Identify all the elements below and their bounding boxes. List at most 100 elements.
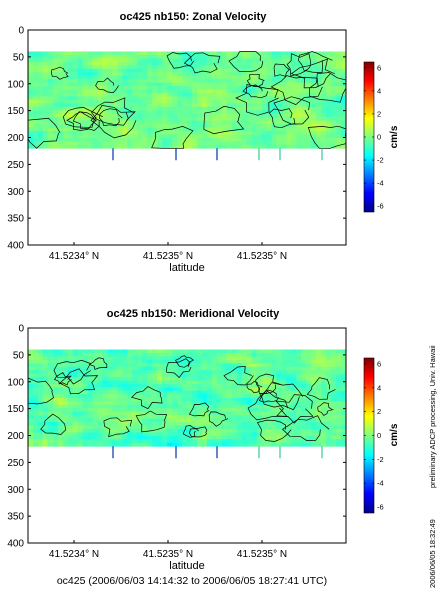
heat-cell bbox=[117, 54, 123, 59]
heat-cell bbox=[92, 408, 98, 413]
heat-cell bbox=[82, 352, 89, 357]
heat-cell bbox=[256, 103, 262, 108]
heat-cell bbox=[341, 370, 347, 375]
heat-cell bbox=[241, 366, 248, 371]
heat-cell bbox=[177, 442, 183, 447]
heat-cell bbox=[231, 75, 238, 80]
heat-cell bbox=[191, 65, 198, 70]
heat-cell bbox=[147, 418, 153, 423]
heat-cell bbox=[152, 352, 158, 357]
heat-cell bbox=[191, 99, 198, 104]
heat-cell bbox=[132, 89, 138, 94]
heat-cell bbox=[47, 387, 54, 392]
heat-cell bbox=[72, 54, 79, 59]
heat-cell bbox=[52, 103, 59, 108]
heat-cell bbox=[216, 113, 223, 118]
heat-cell bbox=[152, 72, 158, 77]
heat-cell bbox=[246, 99, 252, 104]
heat-cell bbox=[191, 411, 198, 416]
heat-cell bbox=[196, 352, 203, 357]
heat-cell bbox=[42, 401, 49, 406]
heat-cell bbox=[72, 68, 79, 73]
heat-cell bbox=[72, 72, 79, 77]
heat-cell bbox=[107, 359, 113, 364]
heat-cell bbox=[341, 425, 347, 430]
heat-cell bbox=[331, 352, 337, 357]
heat-cell bbox=[316, 86, 322, 90]
heat-cell bbox=[57, 373, 64, 378]
heat-cell bbox=[157, 58, 163, 63]
heat-cell bbox=[97, 422, 103, 426]
heat-cell bbox=[47, 349, 54, 354]
heat-cell bbox=[336, 370, 342, 375]
heat-cell bbox=[167, 384, 173, 388]
heat-cell bbox=[246, 359, 252, 364]
heat-cell bbox=[42, 89, 49, 94]
heat-cell bbox=[57, 127, 64, 132]
heat-cell bbox=[261, 75, 267, 80]
heat-cell bbox=[112, 359, 118, 364]
heat-cell bbox=[28, 359, 34, 364]
heat-cell bbox=[187, 68, 193, 73]
heat-cell bbox=[206, 439, 213, 444]
heat-cell bbox=[187, 370, 193, 375]
heat-cell bbox=[226, 390, 233, 395]
heat-cell bbox=[182, 89, 188, 94]
heat-cell bbox=[97, 58, 103, 63]
heat-cell bbox=[301, 401, 307, 406]
heat-cell bbox=[122, 439, 128, 444]
heat-cell bbox=[37, 134, 44, 139]
heat-cell bbox=[226, 442, 233, 447]
heat-cell bbox=[172, 366, 178, 371]
heat-cell bbox=[177, 390, 183, 395]
heat-cell bbox=[147, 99, 153, 104]
heat-cell bbox=[256, 380, 262, 385]
heat-cell bbox=[251, 82, 257, 87]
heat-cell bbox=[137, 96, 143, 101]
heat-cell bbox=[236, 425, 243, 430]
heat-cell bbox=[87, 432, 93, 437]
heat-cell bbox=[206, 363, 213, 368]
heat-cell bbox=[191, 86, 198, 90]
heat-cell bbox=[206, 422, 213, 426]
heat-cell bbox=[311, 439, 317, 444]
heat-cell bbox=[152, 370, 158, 375]
heat-cell bbox=[172, 72, 178, 77]
heat-cell bbox=[157, 415, 163, 420]
heat-cell bbox=[147, 68, 153, 73]
heat-cell bbox=[122, 141, 128, 146]
heat-cell bbox=[132, 113, 138, 118]
heat-cell bbox=[172, 106, 178, 111]
heat-cell bbox=[191, 373, 198, 378]
contour-line bbox=[40, 413, 67, 435]
heat-cell bbox=[32, 411, 39, 416]
heat-cell bbox=[201, 439, 208, 444]
contour-line bbox=[297, 51, 333, 74]
heat-cell bbox=[301, 134, 307, 139]
heat-cell bbox=[32, 404, 39, 409]
heat-cell bbox=[216, 425, 223, 430]
heat-cell bbox=[117, 415, 123, 420]
heat-cell bbox=[341, 439, 347, 444]
heat-cell bbox=[92, 51, 98, 56]
heat-cell bbox=[62, 442, 69, 447]
heat-cell bbox=[107, 134, 113, 139]
heat-cell bbox=[37, 127, 44, 132]
heat-cell bbox=[157, 428, 163, 433]
heat-cell bbox=[122, 432, 128, 437]
heat-cell bbox=[187, 415, 193, 420]
heat-cell bbox=[306, 349, 312, 354]
heat-cell bbox=[167, 96, 173, 101]
heat-cell bbox=[177, 384, 183, 388]
heat-cell bbox=[226, 144, 233, 149]
heat-cell bbox=[221, 113, 228, 118]
heat-cell bbox=[112, 390, 118, 395]
heat-cell bbox=[177, 370, 183, 375]
heat-cell bbox=[266, 120, 272, 125]
heat-cell bbox=[82, 124, 89, 128]
heat-cell bbox=[142, 65, 148, 70]
heat-cell bbox=[256, 82, 262, 87]
heat-cell bbox=[341, 117, 347, 122]
heat-cell bbox=[231, 380, 238, 385]
heat-cell bbox=[142, 75, 148, 80]
